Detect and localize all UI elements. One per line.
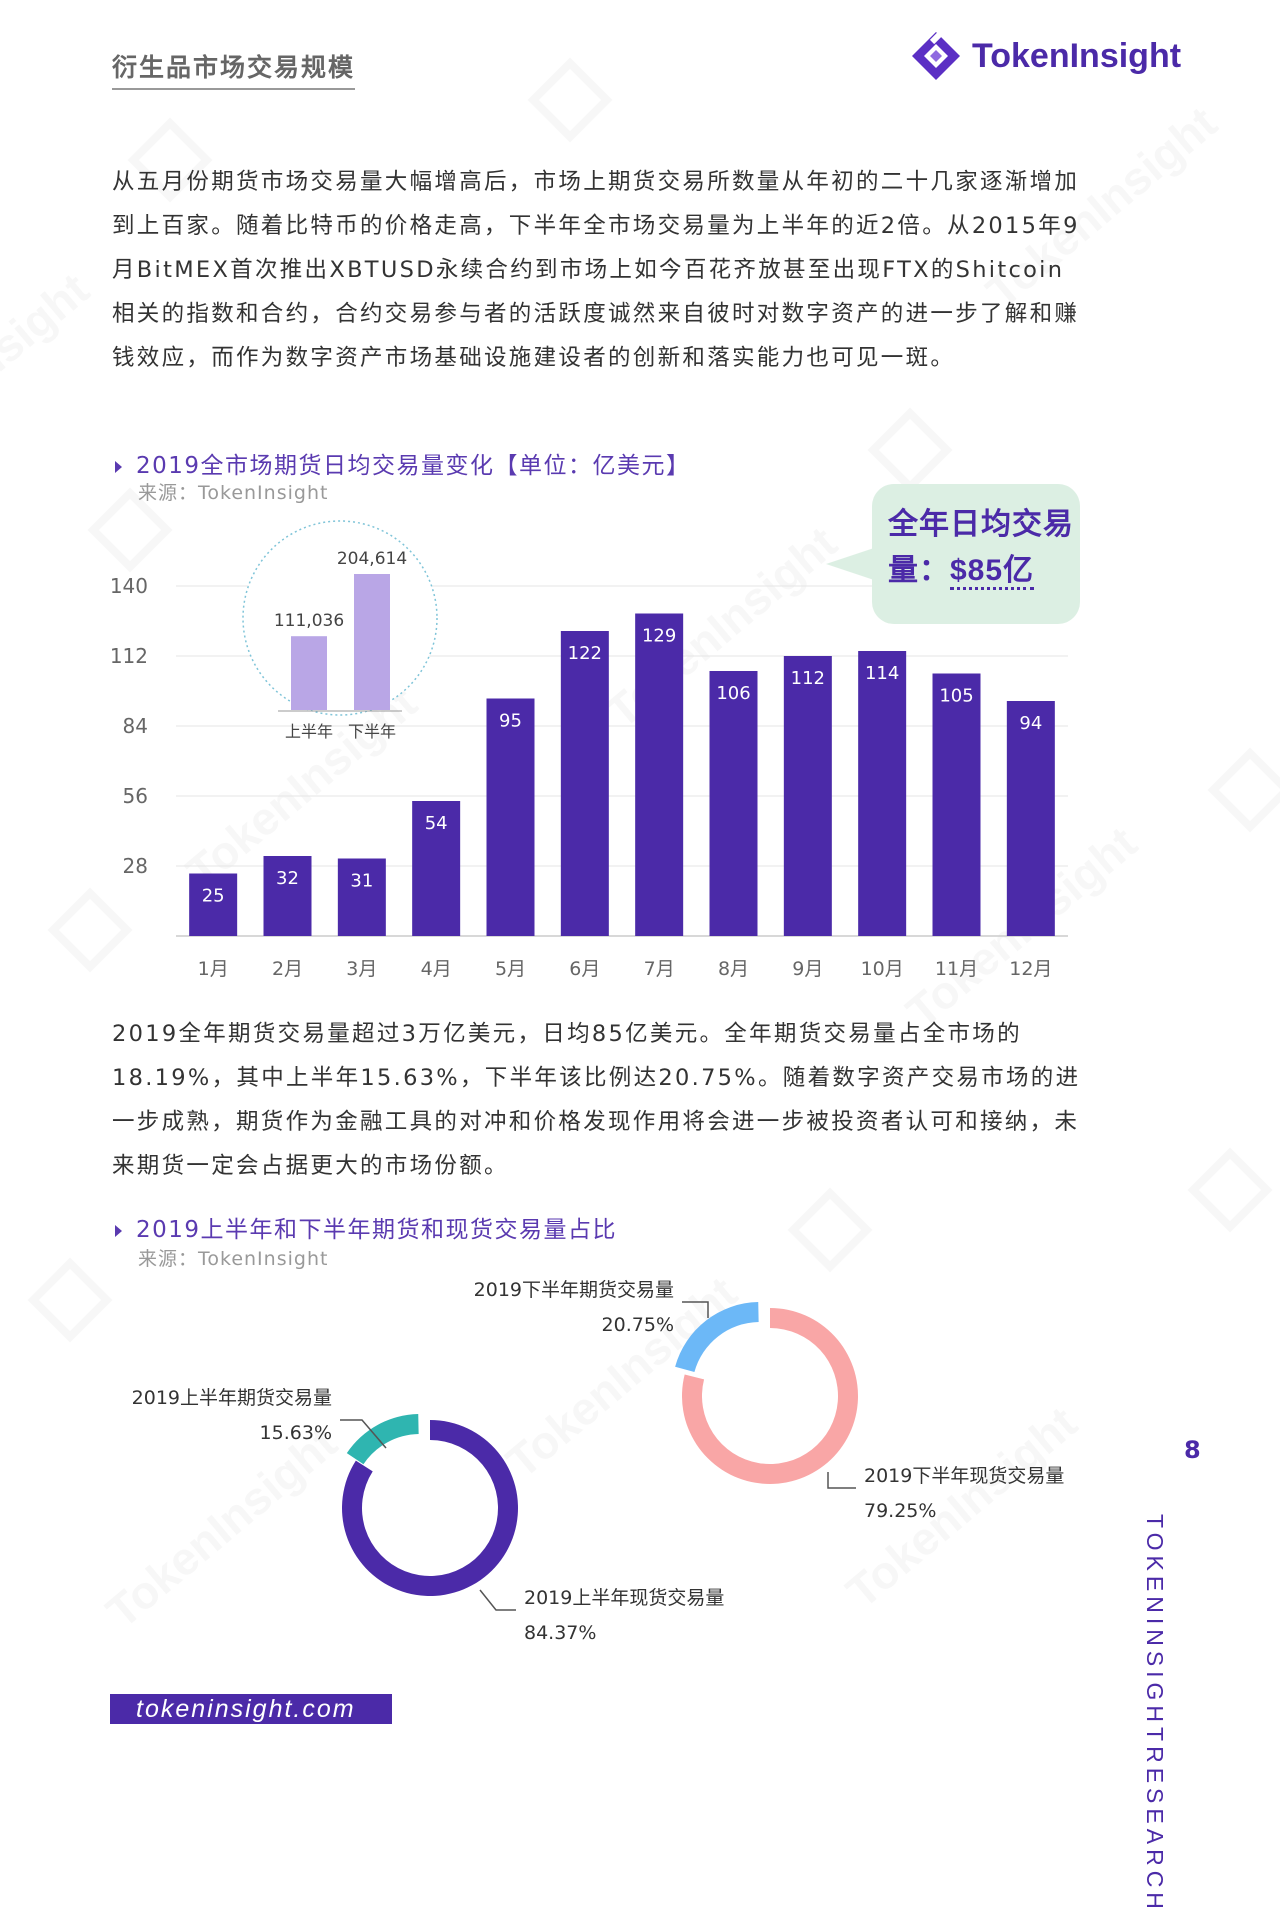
callout-amount: $85亿 — [950, 554, 1035, 590]
bar — [337, 858, 386, 936]
body-paragraph-1: 从五月份期货市场交易量大幅增高后，市场上期货交易所数量从年初的二十几家逐渐增加到… — [112, 169, 1080, 371]
page-number: 8 — [1184, 1436, 1201, 1464]
page-header-title: 衍生品市场交易规模 — [112, 48, 356, 90]
callout-text: 全年日均交易 量：$85亿 — [888, 502, 1078, 594]
bullet-triangle-icon — [115, 460, 122, 473]
chart-1-source: 来源：TokenInsight — [138, 482, 329, 504]
inset-x-label: 上半年 — [285, 722, 333, 741]
bar — [783, 656, 832, 936]
bar — [1006, 701, 1055, 936]
bar-value-label: 25 — [202, 886, 225, 907]
bar-value-label: 31 — [350, 871, 373, 892]
donut-value: 79.25% — [864, 1500, 936, 1522]
donut-value: 20.75% — [602, 1314, 674, 1336]
bar-value-label: 129 — [642, 626, 676, 647]
inset-bar — [354, 574, 390, 710]
x-tick-label: 5月 — [495, 958, 526, 980]
bar-value-label: 106 — [716, 683, 750, 704]
bar-value-label: 105 — [939, 686, 973, 707]
bar — [263, 856, 312, 936]
donut-value: 15.63% — [260, 1422, 332, 1444]
y-tick-label: 28 — [123, 854, 148, 878]
x-tick-label: 1月 — [198, 958, 229, 980]
bar — [635, 613, 684, 936]
donut-label: 2019下半年期货交易量 — [474, 1279, 674, 1301]
logo-wordmark: TokenInsight — [972, 36, 1182, 75]
inset-bar-value-label: 111,036 — [274, 611, 344, 631]
x-tick-label: 9月 — [792, 958, 823, 980]
callout-line-2: 量：$85亿 — [888, 548, 1078, 594]
bar — [412, 801, 461, 936]
footer-website-link[interactable]: tokeninsight.com — [110, 1694, 392, 1724]
tokeninsight-logo-icon — [912, 29, 960, 80]
monthly-futures-bar-chart: 28 56 84 112 140 25 1月 32 2月 31 3月 54 4月 95 5月 122 6月 129… — [110, 520, 1068, 1644]
leader-line — [479, 1589, 516, 1611]
inset-x-label: 下半年 — [348, 722, 396, 741]
donut-slice — [346, 1414, 419, 1465]
x-tick-label: 12月 — [1009, 958, 1052, 980]
y-tick-label: 140 — [110, 574, 148, 598]
x-tick-label: 10月 — [861, 958, 904, 980]
y-tick-label: 84 — [123, 714, 148, 738]
chart-2-title: 2019上半年和下半年期货和现货交易量占比 — [115, 1210, 617, 1244]
bar-value-label: 32 — [276, 868, 299, 889]
leader-line — [340, 1419, 387, 1449]
side-brand: TOKENINSIGHTRESEARCH — [1140, 1514, 1170, 1914]
donut-slice — [675, 1302, 759, 1373]
x-tick-label: 4月 — [421, 958, 452, 980]
x-tick-label: 8月 — [718, 958, 749, 980]
callout-line-1: 全年日均交易 — [888, 507, 1074, 542]
x-tick-label: 3月 — [346, 958, 377, 980]
body-paragraph-2: 2019全年期货交易量超过3万亿美元，日均85亿美元。全年期货交易量占全市场的1… — [112, 1021, 1081, 1179]
donut-label: 2019上半年期货交易量 — [132, 1387, 332, 1409]
chart-2-source: 来源：TokenInsight — [138, 1248, 329, 1270]
callout-prefix: 量： — [888, 553, 950, 588]
bar — [486, 698, 535, 936]
bar — [709, 671, 758, 936]
inset-bar-value-label: 204,614 — [337, 549, 407, 569]
y-tick-label: 56 — [123, 784, 148, 808]
donut-label: 2019上半年现货交易量 — [524, 1587, 724, 1609]
leader-line — [827, 1472, 856, 1489]
y-tick-label: 112 — [110, 644, 148, 668]
brand-logo: TokenInsight — [908, 28, 1181, 84]
x-tick-label: 2月 — [272, 958, 303, 980]
bar-value-label: 95 — [499, 711, 522, 732]
bar — [932, 673, 981, 936]
x-tick-label: 6月 — [569, 958, 600, 980]
leader-line — [682, 1301, 709, 1318]
bar — [560, 631, 609, 936]
chart-1-title-text: 2019全市场期货日均交易量变化【单位：亿美元】 — [136, 453, 691, 479]
side-brand-line-2: RESEARCH — [1142, 1746, 1168, 1914]
donut-label: 2019下半年现货交易量 — [864, 1465, 1064, 1487]
bar-value-label: 94 — [1019, 713, 1042, 734]
callout-tail — [826, 548, 874, 580]
chart-1-title: 2019全市场期货日均交易量变化【单位：亿美元】 — [115, 446, 691, 480]
chart-2-title-text: 2019上半年和下半年期货和现货交易量占比 — [136, 1217, 618, 1243]
bar — [858, 651, 907, 936]
bar-value-label: 122 — [568, 643, 602, 664]
x-tick-label: 7月 — [644, 958, 675, 980]
callout-bubble — [872, 484, 1080, 624]
bullet-triangle-icon — [115, 1224, 122, 1237]
donut-value: 84.37% — [524, 1622, 596, 1644]
bar-value-label: 54 — [425, 813, 448, 834]
bar-value-label: 114 — [865, 663, 899, 684]
x-tick-label: 11月 — [935, 958, 978, 980]
side-brand-line-1: TOKENINSIGHT — [1142, 1514, 1168, 1747]
inset-bar — [291, 636, 327, 710]
bar — [189, 873, 238, 936]
bar-value-label: 112 — [791, 668, 825, 689]
